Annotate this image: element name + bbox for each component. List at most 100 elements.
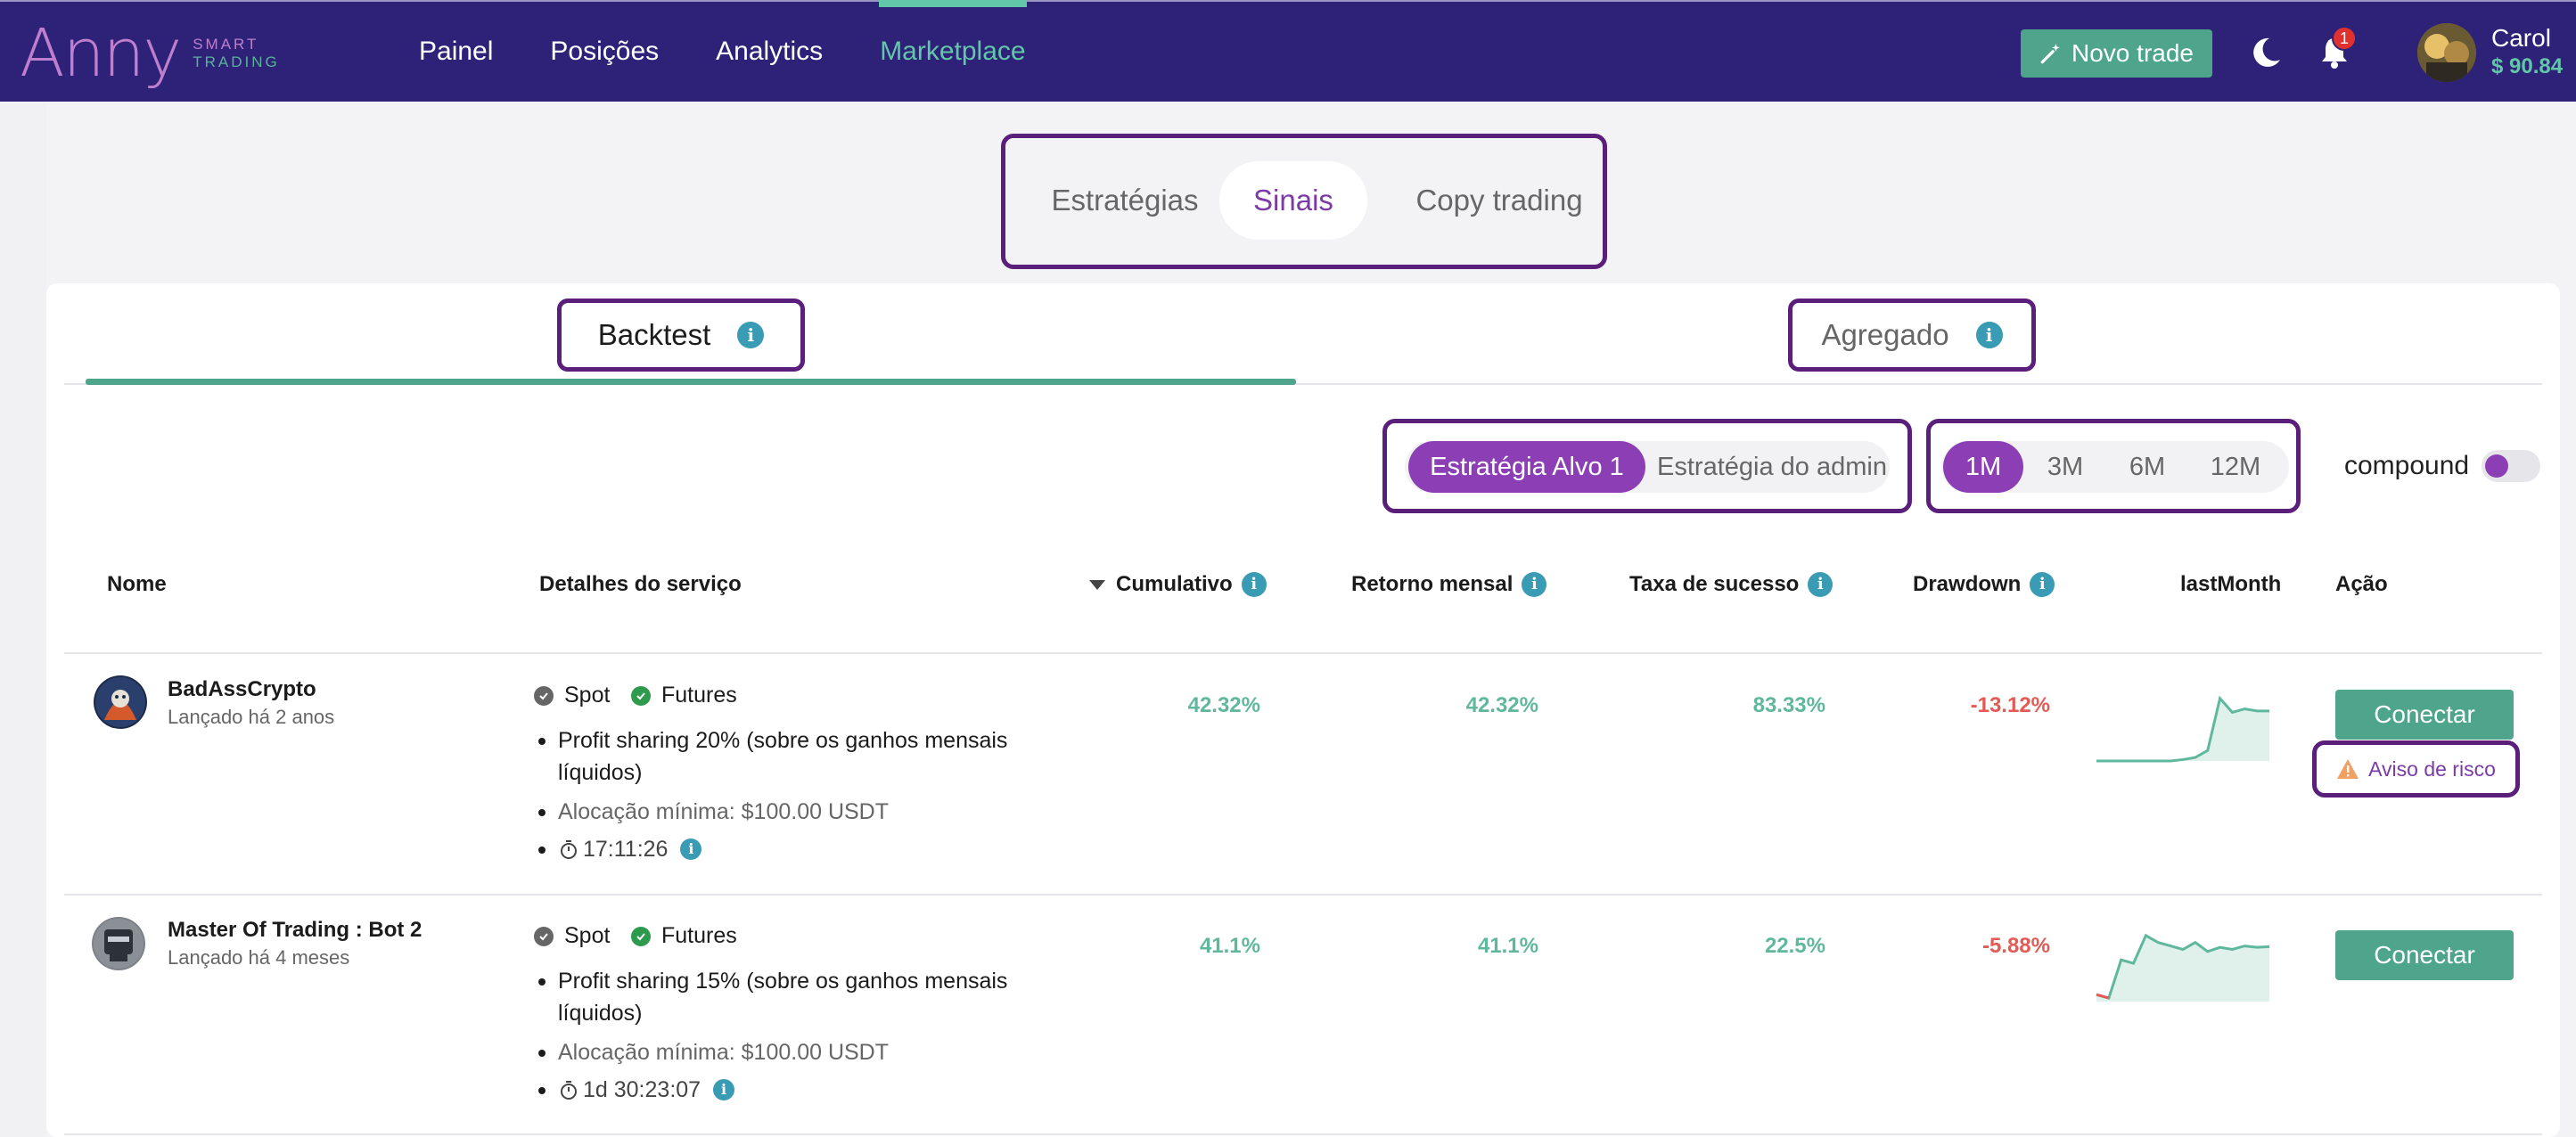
- tab-estrategias[interactable]: Estratégias: [1051, 184, 1199, 217]
- taxa-sucesso-info-icon[interactable]: i: [1808, 572, 1834, 597]
- market-futures: Futures: [631, 683, 737, 708]
- new-trade-button[interactable]: Novo trade: [2021, 29, 2212, 78]
- check-circle-icon: [534, 926, 554, 946]
- compound-toggle[interactable]: [2482, 450, 2540, 482]
- column-header-retorno-mensal[interactable]: Retorno mensal i: [1351, 572, 1547, 597]
- service-details: Profit sharing 20% (sobre os ganhos mens…: [535, 724, 1034, 865]
- main-navigation: Painel Posições Analytics Marketplace: [419, 0, 1083, 102]
- compound-label: compound: [2344, 451, 2470, 480]
- nav-painel[interactable]: Painel: [419, 37, 494, 66]
- active-tab-indicator: [86, 379, 1296, 385]
- compound-toggle-knob: [2485, 454, 2508, 478]
- period-filter-group: 1M 3M 6M 12M: [1926, 419, 2301, 513]
- backtest-info-icon[interactable]: i: [737, 322, 765, 348]
- drawdown-value: -13.12%: [1970, 693, 2050, 717]
- tab-agregado-label: Agregado: [1821, 318, 1949, 351]
- column-header-acao: Ação: [2335, 572, 2388, 596]
- cumulativo-label: Cumulativo: [1116, 572, 1233, 596]
- connect-button[interactable]: Conectar: [2335, 930, 2514, 980]
- row-divider: [64, 1133, 2542, 1135]
- strategy-avatar[interactable]: [94, 675, 147, 729]
- tab-sinais[interactable]: Sinais: [1219, 161, 1367, 240]
- tab-backtest[interactable]: Backtest i: [557, 299, 805, 372]
- sparkline-line: [2096, 695, 2269, 763]
- drawdown-info-icon[interactable]: i: [2030, 572, 2055, 597]
- check-circle-icon: [631, 926, 651, 946]
- nav-analytics[interactable]: Analytics: [716, 37, 824, 66]
- timer-item: 17:11:26 i: [535, 833, 1034, 865]
- risk-warning-label: Aviso de risco: [2368, 757, 2496, 781]
- cumulative-value: 41.1%: [1199, 934, 1260, 958]
- success-rate-value: 83.33%: [1752, 693, 1825, 717]
- taxa-sucesso-label: Taxa de sucesso: [1629, 572, 1800, 596]
- risk-warning-link[interactable]: Aviso de risco: [2312, 740, 2520, 798]
- column-header-nome[interactable]: Nome: [107, 572, 167, 596]
- badasscrypto-avatar-icon: [94, 675, 147, 729]
- dark-mode-moon-icon[interactable]: [2248, 35, 2284, 70]
- timer-item: 1d 30:23:07 i: [535, 1074, 1034, 1106]
- brand-logo[interactable]: Anny SMART TRADING: [20, 18, 280, 89]
- market-spot: Spot: [534, 683, 610, 708]
- period-1m-pill[interactable]: 1M: [1943, 441, 2023, 493]
- strategy-launch-date: Lançado há 2 anos: [168, 706, 335, 728]
- tab-agregado[interactable]: Agregado i: [1788, 299, 2036, 372]
- master-of-trading-avatar-icon: [92, 917, 145, 970]
- drawdown-label: Drawdown: [1913, 572, 2022, 596]
- sparkline-line: [2096, 933, 2270, 1000]
- warning-triangle-icon: [2337, 759, 2359, 779]
- service-details: Profit sharing 15% (sobre os ganhos mens…: [535, 965, 1034, 1106]
- profit-sharing-item: Profit sharing 20% (sobre os ganhos mens…: [535, 724, 1034, 789]
- cumulativo-info-icon[interactable]: i: [1241, 572, 1267, 597]
- column-header-detalhes: Detalhes do serviço: [539, 572, 742, 596]
- magic-wand-icon: [2040, 44, 2060, 64]
- column-header-drawdown[interactable]: Drawdown i: [1913, 572, 2055, 597]
- strategy-filter-group: Estratégia Alvo 1 Estratégia do admin: [1382, 419, 1912, 513]
- top-navbar: Anny SMART TRADING Painel Posições Analy…: [0, 0, 2576, 102]
- min-allocation-item: Alocação mínima: $100.00 USDT: [535, 1036, 1034, 1068]
- notification-count-badge: 1: [2332, 26, 2357, 51]
- strategy-admin-pill[interactable]: Estratégia do admin: [1657, 452, 1887, 481]
- strategy-alvo-1-pill[interactable]: Estratégia Alvo 1: [1408, 441, 1645, 493]
- period-12m-pill[interactable]: 12M: [2210, 452, 2261, 481]
- period-3m-pill[interactable]: 3M: [2047, 452, 2084, 481]
- market-spot: Spot: [534, 923, 610, 949]
- monthly-return-value: 41.1%: [1477, 934, 1538, 958]
- new-trade-label: Novo trade: [2071, 39, 2194, 67]
- tab-backtest-label: Backtest: [597, 318, 711, 351]
- strategy-launch-date: Lançado há 4 meses: [168, 946, 350, 969]
- tabs-divider: [64, 383, 2542, 385]
- column-header-cumulativo[interactable]: Cumulativo i: [1089, 572, 1267, 597]
- left-gutter: [0, 102, 46, 1137]
- profit-sharing-item: Profit sharing 15% (sobre os ganhos mens…: [535, 965, 1034, 1029]
- strategy-avatar[interactable]: [92, 917, 145, 970]
- market-futures: Futures: [631, 923, 737, 949]
- timer-info-icon[interactable]: i: [680, 838, 702, 860]
- nav-posicoes[interactable]: Posições: [550, 37, 660, 66]
- agregado-info-icon[interactable]: i: [1975, 322, 2003, 348]
- user-avatar[interactable]: [2417, 23, 2476, 82]
- column-header-taxa-sucesso[interactable]: Taxa de sucesso i: [1629, 572, 1834, 597]
- lastmonth-sparkline: [2096, 695, 2269, 763]
- tab-copy-trading[interactable]: Copy trading: [1415, 184, 1583, 217]
- stopwatch-icon: [561, 840, 577, 859]
- sort-desc-icon: [1089, 579, 1105, 590]
- strategy-name[interactable]: BadAssCrypto: [168, 677, 316, 701]
- monthly-return-value: 42.32%: [1465, 693, 1538, 717]
- connect-button[interactable]: Conectar: [2335, 690, 2514, 740]
- timer-info-icon[interactable]: i: [713, 1079, 735, 1100]
- nav-marketplace[interactable]: Marketplace: [879, 0, 1028, 102]
- sparkline-negative-segment: [2096, 993, 2110, 1000]
- lastmonth-sparkline: [2096, 933, 2270, 1002]
- drawdown-value: -5.88%: [1981, 934, 2050, 958]
- row-divider: [64, 652, 2542, 654]
- row-divider: [64, 894, 2542, 896]
- min-allocation-item: Alocação mínima: $100.00 USDT: [535, 796, 1034, 828]
- check-circle-icon: [631, 685, 651, 706]
- user-name: Carol: [2491, 24, 2551, 52]
- period-6m-pill[interactable]: 6M: [2129, 452, 2166, 481]
- column-header-lastmonth: lastMonth: [2180, 572, 2282, 596]
- strategy-name[interactable]: Master Of Trading : Bot 2: [168, 918, 422, 942]
- user-balance: $ 90.84: [2491, 54, 2564, 78]
- check-circle-icon: [534, 685, 554, 706]
- retorno-mensal-info-icon[interactable]: i: [1522, 572, 1547, 597]
